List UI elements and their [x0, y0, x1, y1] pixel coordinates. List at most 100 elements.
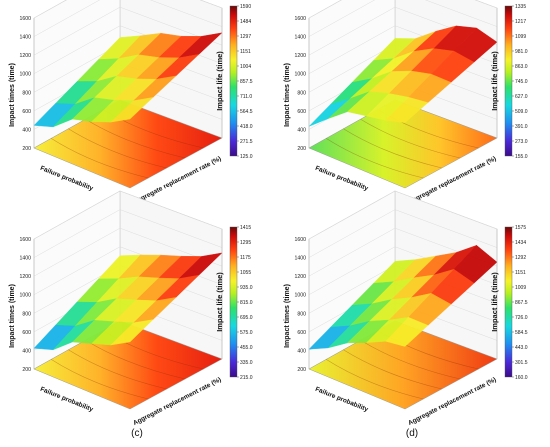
z-tick-label: 600: [297, 109, 306, 115]
grid-line: [33, 190, 121, 240]
colorbar-tick-label: 981.0: [515, 49, 528, 55]
colorbar-tick-label: 1335: [515, 4, 526, 10]
z-tick-label: 1400: [19, 256, 31, 262]
colorbar: [504, 5, 513, 157]
grid-line: [308, 44, 396, 93]
colorbar-tick-label: 575.0: [240, 330, 253, 336]
grid-line: [424, 0, 498, 27]
contour-line: [343, 128, 442, 169]
colorbar-tick-label: 711.0: [240, 94, 252, 100]
z-tick-label: 1000: [294, 293, 306, 299]
z-tick-label: 800: [22, 311, 31, 317]
surface-patch: [110, 97, 154, 123]
panel-label: (d): [406, 428, 418, 439]
grid-line: [308, 0, 342, 19]
colorbar-tick-label: 1175: [240, 255, 251, 261]
grid-line: [308, 209, 396, 258]
grid-line: [33, 227, 121, 277]
colorbar-tick-label: 215.0: [240, 375, 253, 381]
colorbar-tick-label: 160.0: [515, 375, 528, 381]
colorbar-tick-label: 443.0: [515, 345, 528, 351]
grid-line: [33, 0, 67, 19]
colorbar-tick-label: 1484: [240, 19, 251, 25]
colorbar-title: Impact life (time): [490, 272, 499, 332]
grid-line: [308, 246, 396, 295]
colorbar-title: Impact life (time): [215, 272, 224, 332]
colorbar-tick-label: 1004: [240, 64, 251, 70]
contour-line: [326, 359, 424, 400]
colorbar-tick-label: 1575: [515, 225, 526, 231]
colorbar-tick-label: 745.0: [515, 79, 528, 85]
z-tick-label: 1400: [294, 35, 306, 41]
grid-line: [308, 6, 396, 56]
grid-line: [308, 0, 376, 37]
colorbar-tick-label: 1151: [240, 49, 251, 55]
grid-line: [33, 209, 121, 258]
grid-line: [394, 190, 498, 230]
colorbar-tick-label: 335.0: [240, 360, 253, 366]
z-axis-label: Impact times (time): [284, 284, 291, 348]
colorbar-tick-label: 584.5: [515, 330, 528, 336]
z-tick-label: 1000: [19, 72, 31, 78]
grid-line: [119, 209, 223, 248]
colorbar-tick-label: 1292: [515, 255, 526, 261]
grid-line: [149, 0, 223, 27]
surface-patch: [110, 319, 154, 346]
z-tick-label: 200: [22, 367, 31, 373]
z-tick-label: 400: [22, 348, 31, 354]
z-tick-label: 800: [22, 90, 31, 96]
colorbar-tick-label: 1217: [515, 19, 526, 25]
colorbar-tick-label: 726.0: [515, 315, 528, 321]
z-axis-label: Impact times (time): [9, 63, 16, 127]
contour-line: [68, 128, 167, 169]
chart-panel-d: 200 400 600 800 1000 1200 1400 1600 Impact times…: [284, 190, 528, 439]
colorbar-tick-label: 509.0: [515, 109, 528, 115]
contour-line: [51, 359, 149, 400]
contour-line: [68, 349, 167, 390]
grid-line: [308, 265, 396, 314]
colorbar-tick-label: 857.5: [240, 79, 253, 85]
z-tick-label: 600: [22, 330, 31, 336]
surface-patch: [385, 317, 429, 347]
z-tick-label: 1000: [294, 72, 306, 78]
panel-label: (c): [131, 428, 143, 439]
colorbar-tick-label: 271.5: [240, 139, 253, 145]
z-tick-label: 1200: [19, 274, 31, 280]
contour-line: [343, 349, 442, 390]
grid-line: [308, 25, 396, 74]
grid-line: [308, 190, 396, 240]
colorbar-tick-label: 391.0: [515, 124, 528, 130]
contour-line: [85, 118, 186, 159]
grid-line: [394, 209, 498, 248]
z-tick-label: 400: [22, 127, 31, 133]
contour-line: [360, 339, 461, 380]
chart-panel-c: 200 400 600 800 1000 1200 1400 1600 Impact times…: [9, 190, 253, 439]
colorbar-tick-label: 1099: [515, 34, 526, 40]
colorbar: [229, 5, 238, 157]
z-tick-label: 600: [22, 109, 31, 115]
z-tick-label: 1200: [294, 274, 306, 280]
colorbar-tick-label: 935.0: [240, 285, 253, 291]
colorbar-tick-label: 815.0: [240, 300, 253, 306]
colorbar-tick-label: 695.0: [240, 315, 253, 321]
z-tick-label: 1200: [294, 53, 306, 59]
contour-line: [51, 138, 149, 179]
grid-line: [474, 0, 498, 9]
chart-panel-a: 200 400 600 800 1000 1200 1400 1600 Impact times…: [9, 0, 253, 218]
surface-patch: [385, 96, 429, 123]
z-tick-label: 1200: [19, 53, 31, 59]
z-tick-label: 600: [297, 330, 306, 336]
z-tick-label: 1600: [294, 237, 306, 243]
contour-line: [326, 138, 424, 179]
colorbar-tick-label: 1434: [515, 240, 526, 246]
colorbar-tick-label: 273.0: [515, 139, 528, 145]
z-tick-label: 1400: [294, 256, 306, 262]
contour-line: [360, 118, 461, 159]
z-tick-label: 1400: [19, 35, 31, 41]
colorbar: [504, 226, 513, 378]
grid-line: [119, 190, 223, 230]
chart-panel-b: 200 400 600 800 1000 1200 1400 1600 Impact times…: [284, 0, 528, 218]
colorbar-tick-label: 627.0: [515, 94, 528, 100]
